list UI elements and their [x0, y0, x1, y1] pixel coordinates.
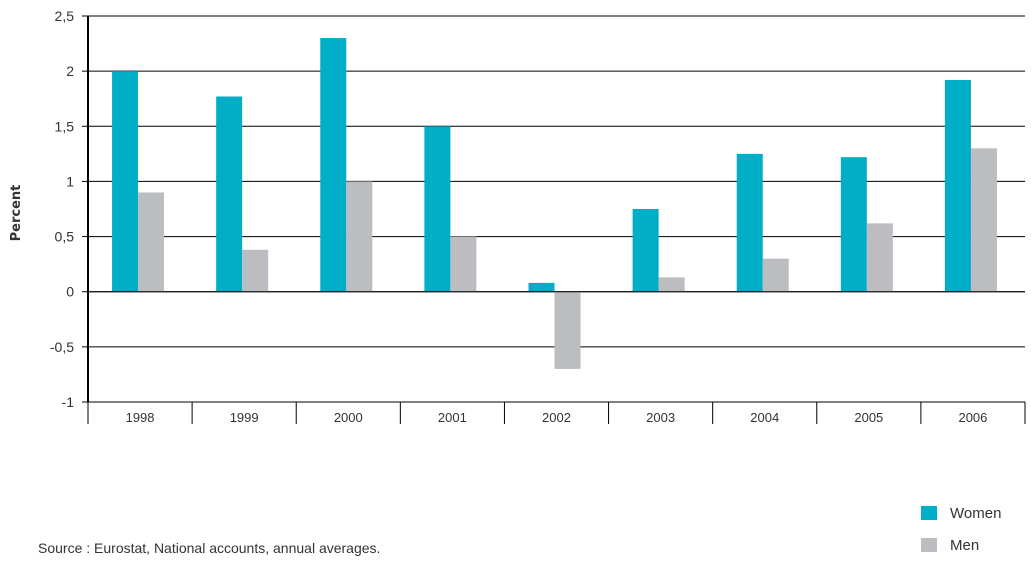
y-axis-label: Percent: [9, 185, 24, 242]
source-note: Source : Eurostat, National accounts, an…: [38, 540, 381, 556]
x-tick-label: 1999: [230, 410, 259, 425]
legend-label-men: Men: [950, 536, 980, 554]
y-tick-label: 1,5: [55, 118, 75, 134]
bar-women-1999: [216, 96, 243, 292]
bar-women-2001: [424, 126, 451, 292]
legend-swatch-men: [921, 538, 937, 552]
y-tick-label: -0,5: [50, 339, 74, 355]
y-tick-label: -1: [62, 394, 75, 410]
legend-label-women: Women: [950, 504, 1002, 522]
x-tick-label: 2003: [646, 410, 675, 425]
x-tick-label: 2006: [958, 410, 987, 425]
bar-men-2002: [554, 291, 581, 369]
legend: Women Men: [921, 504, 1021, 568]
bar-women-2005: [840, 157, 867, 292]
y-tick-label: 1: [66, 173, 74, 189]
bar-men-2003: [658, 277, 685, 292]
x-tick-label: 2000: [334, 410, 363, 425]
y-tick-label: 2: [66, 63, 74, 79]
bar-men-2006: [970, 148, 997, 292]
y-tick-label: 0: [66, 284, 74, 300]
legend-item-women: Women: [921, 504, 1021, 522]
x-tick-label: 2004: [750, 410, 779, 425]
bar-men-2005: [866, 223, 893, 292]
x-tick-label: 2001: [438, 410, 467, 425]
bars: [112, 38, 997, 369]
bar-men-1999: [242, 249, 269, 292]
y-tick-label: 0,5: [55, 229, 75, 245]
bar-women-1998: [112, 71, 139, 292]
bar-chart: 2,5 2 1,5 1 0,5 0 -0,5 -1 1998 1999 2000 2001 2002 20…: [9, 8, 1026, 425]
tick-labels: 2,5 2 1,5 1 0,5 0 -0,5 -1 1998 1999 2000 2001 2002 20…: [50, 8, 988, 425]
legend-item-men: Men: [921, 536, 1021, 554]
y-tick-label: 2,5: [55, 8, 75, 24]
x-tick-label: 2002: [542, 410, 571, 425]
bar-women-2002: [528, 282, 555, 292]
bar-men-2004: [762, 258, 789, 292]
axes: [82, 15, 1026, 424]
bar-women-2003: [632, 209, 659, 292]
bar-women-2000: [320, 38, 347, 292]
bar-men-1998: [138, 192, 165, 292]
bar-men-2000: [346, 181, 373, 292]
legend-swatch-women: [921, 506, 937, 520]
bar-women-2006: [944, 79, 971, 292]
x-tick-label: 2005: [854, 410, 883, 425]
bar-women-2004: [736, 153, 763, 292]
x-tick-label: 1998: [126, 410, 155, 425]
bar-men-2001: [450, 236, 477, 292]
